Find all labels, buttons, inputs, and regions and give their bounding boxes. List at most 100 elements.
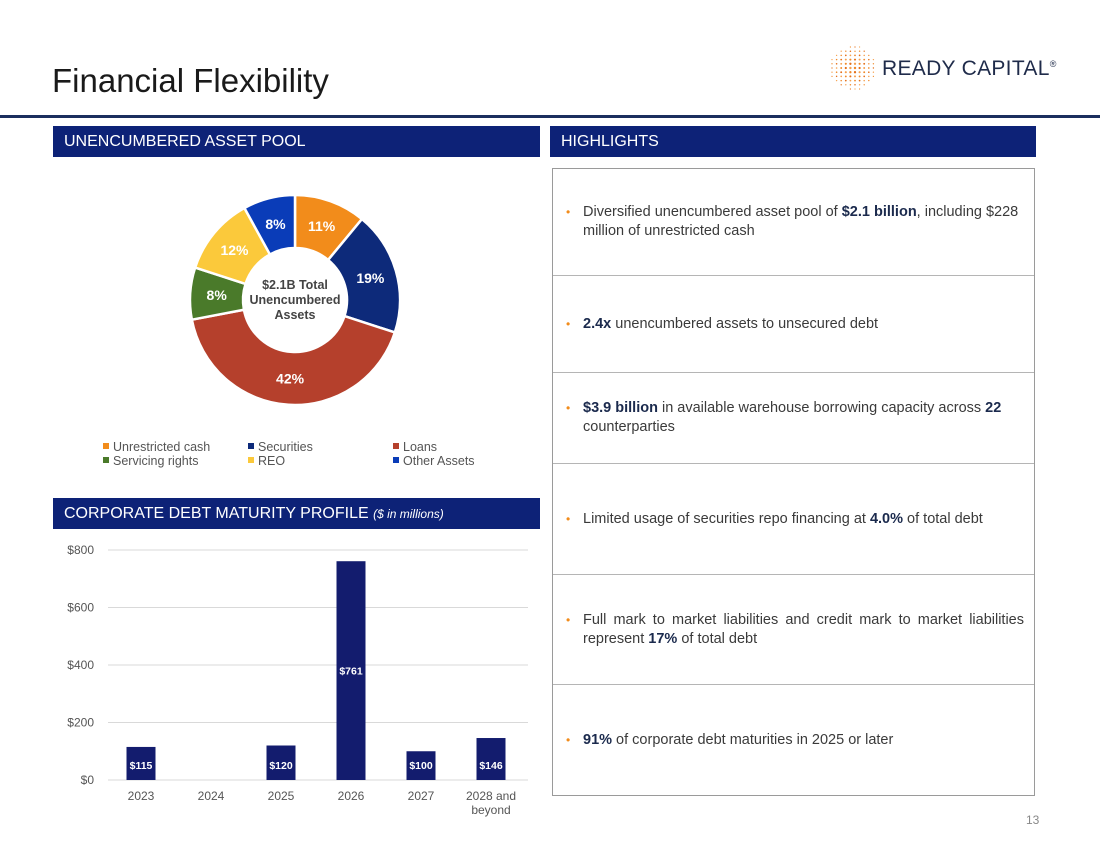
- donut-slice-label: 19%: [356, 270, 385, 286]
- bar-value-label: $761: [339, 666, 363, 678]
- logo-dot: [872, 63, 875, 65]
- logo-dot: [867, 71, 870, 74]
- logo-dot: [868, 54, 870, 57]
- logo-dot: [863, 62, 866, 65]
- legend-item: Unrestricted cash: [103, 440, 210, 454]
- donut-slice-label: 11%: [308, 218, 336, 234]
- donut-slice-label: 12%: [220, 242, 249, 258]
- logo-dot: [868, 58, 870, 61]
- logo-dot: [858, 79, 861, 82]
- highlight-item: Diversified unencumbered asset pool of $…: [553, 169, 1034, 276]
- logo-dot: [840, 67, 843, 69]
- donut-slice-other-assets: [242, 193, 297, 257]
- legend-label: Servicing rights: [113, 454, 199, 468]
- legend-item: Servicing rights: [103, 454, 198, 468]
- logo-dot: [853, 71, 857, 74]
- section-title: CORPORATE DEBT MATURITY PROFILE: [64, 505, 369, 522]
- highlight-text: Limited usage of securities repo financi…: [566, 510, 983, 529]
- legend-label: Unrestricted cash: [113, 440, 211, 454]
- legend-item: Other Assets: [393, 454, 475, 468]
- logo-dot: [863, 50, 865, 52]
- logo-dot: [849, 84, 852, 86]
- bar-value-label: $115: [130, 760, 153, 772]
- section-header-debt-profile: CORPORATE DEBT MATURITY PROFILE ($ in mi…: [53, 498, 540, 529]
- logo-dot: [840, 58, 843, 61]
- logo-dot: [835, 79, 838, 82]
- logo-dot: [840, 79, 842, 82]
- logo-dot: [858, 62, 861, 65]
- logo-dot: [863, 58, 866, 61]
- x-tick-label: beyond: [471, 803, 510, 817]
- logo-dot: [849, 50, 852, 52]
- logo-dot: [854, 88, 856, 90]
- section-header-asset-pool: UNENCUMBERED ASSET POOL: [53, 126, 540, 157]
- bar-value-label: $120: [269, 760, 293, 772]
- logo-dot: [849, 54, 852, 57]
- logo-dot: [872, 71, 875, 73]
- legend-label: Loans: [403, 440, 438, 454]
- donut-center-label: $2.1B Total Unencumbered Assets: [249, 278, 341, 322]
- bar-value-label: $146: [479, 760, 503, 772]
- highlight-text: Full mark to market liabilities and cred…: [566, 611, 1024, 649]
- logo-dot: [831, 58, 833, 61]
- logo-dot: [854, 79, 856, 82]
- logo-dot: [844, 54, 847, 57]
- bar-2023: [126, 746, 156, 780]
- logo-dot: [858, 54, 861, 57]
- x-tick-label: 2023: [128, 789, 155, 803]
- y-tick-label: $400: [67, 658, 94, 672]
- logo-dot: [849, 62, 852, 65]
- legend-swatch: [393, 457, 399, 463]
- logo-dot: [853, 58, 857, 61]
- section-title: HIGHLIGHTS: [561, 133, 659, 150]
- legend-label: REO: [258, 454, 286, 468]
- bar-2026: [336, 561, 366, 780]
- logo-text: READY CAPITAL®: [882, 57, 1057, 80]
- logo-dot: [858, 58, 861, 61]
- logo-dot: [844, 58, 847, 61]
- logo-dot: [849, 88, 852, 90]
- logo-dot: [844, 71, 847, 74]
- page-number: 13: [1026, 813, 1040, 827]
- logo-dot: [853, 62, 857, 65]
- company-logo: READY CAPITAL®: [828, 44, 1060, 92]
- logo-dot: [863, 84, 865, 86]
- logo-dot: [868, 79, 870, 82]
- logo-dot: [858, 71, 861, 74]
- logo-dot: [849, 75, 852, 78]
- legend-swatch: [393, 443, 399, 449]
- logo-dot: [854, 46, 856, 48]
- highlight-text: 91% of corporate debt maturities in 2025…: [566, 731, 893, 750]
- logo-dot: [835, 58, 838, 61]
- logo-mark-icon: [831, 46, 875, 90]
- highlight-text: 2.4x unencumbered assets to unsecured de…: [566, 315, 878, 334]
- logo-dot: [849, 58, 852, 61]
- logo-dot: [831, 67, 833, 69]
- highlight-item: Limited usage of securities repo financi…: [553, 464, 1034, 575]
- page-title: Financial Flexibility: [52, 62, 329, 99]
- logo-dot: [840, 75, 843, 78]
- logo-dot: [835, 75, 838, 78]
- logo-dot: [849, 79, 852, 82]
- logo-dot: [872, 67, 875, 69]
- logo-dot: [845, 50, 847, 52]
- legend-item: Loans: [393, 440, 437, 454]
- legend-item: Securities: [248, 440, 313, 454]
- x-tick-label: 2028 and: [466, 789, 516, 803]
- logo-dot: [844, 66, 847, 70]
- logo-dot: [867, 67, 870, 69]
- highlight-text: Diversified unencumbered asset pool of $…: [566, 203, 1024, 241]
- logo-dot: [835, 63, 838, 65]
- logo-dot: [849, 46, 852, 48]
- logo-dot: [831, 75, 833, 78]
- legend-item: REO: [248, 454, 285, 468]
- highlights-panel: Diversified unencumbered asset pool of $…: [552, 168, 1035, 796]
- title-divider: [0, 115, 1100, 118]
- logo-dot: [831, 63, 833, 65]
- logo-dot: [863, 71, 866, 74]
- y-tick-label: $200: [67, 716, 94, 730]
- x-tick-label: 2024: [198, 789, 225, 803]
- legend-label: Other Assets: [403, 454, 475, 468]
- logo-dot: [840, 71, 843, 74]
- donut-slice-label: 42%: [276, 370, 305, 386]
